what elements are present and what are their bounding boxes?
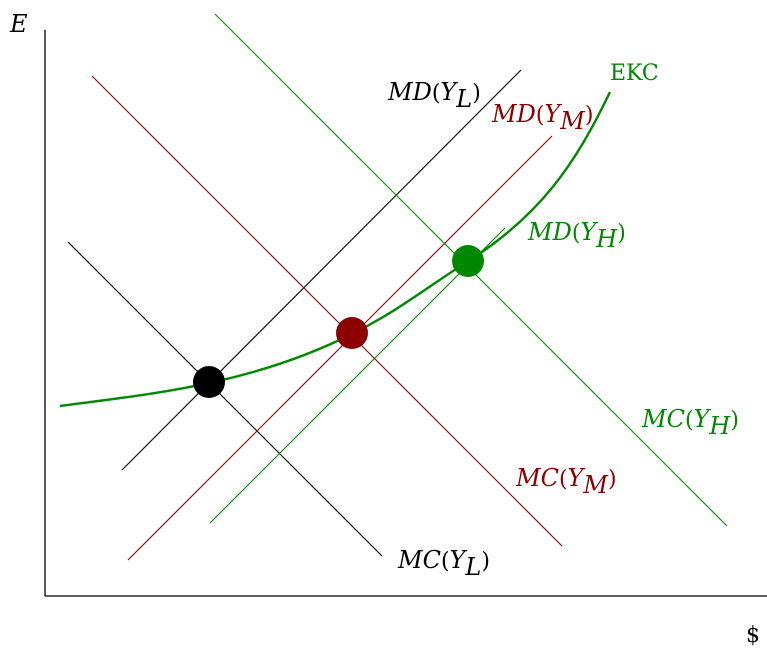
equilibrium-point-low: [193, 366, 225, 398]
equilibrium-point-high: [452, 245, 484, 277]
md-high-line: [209, 227, 506, 524]
y-axis-label: E: [9, 10, 28, 38]
equilibrium-point-mid: [336, 317, 368, 349]
mc-high-label: MC(YH): [641, 405, 739, 440]
mc-low-line: [67, 241, 383, 557]
x-axis-label: $: [746, 623, 760, 648]
md-mid-label: MD(YM): [491, 100, 593, 135]
mc-mid-label: MC(YM): [515, 464, 617, 499]
md-mid-line: [127, 135, 553, 561]
md-low-label: MD(YL): [387, 78, 481, 113]
ekc-label: EKC: [610, 61, 659, 86]
mc-mid-line: [91, 75, 563, 547]
mc-low-label: MC(YL): [397, 546, 490, 581]
md-high-label: MD(YH): [527, 218, 626, 253]
md-low-line: [121, 69, 522, 471]
ekc-curve: [59, 91, 612, 408]
